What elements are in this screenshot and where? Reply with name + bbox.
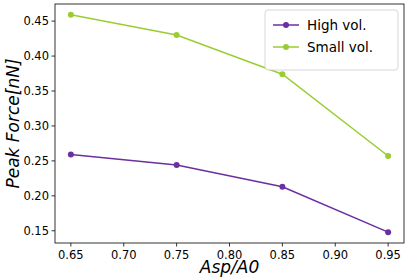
- x-tick-label: 0.90: [322, 248, 348, 262]
- y-tick-label: 0.45: [23, 14, 49, 28]
- chart: 0.650.700.750.800.850.900.950.150.200.25…: [0, 0, 407, 280]
- x-tick: [70, 243, 71, 247]
- y-tick: [52, 160, 56, 161]
- legend-label: High vol.: [307, 17, 367, 33]
- y-tick-label: 0.40: [23, 49, 49, 63]
- x-tick-label: 0.70: [111, 248, 137, 262]
- y-tick: [52, 125, 56, 126]
- legend-label: Small vol.: [307, 39, 373, 55]
- marker: [279, 71, 285, 77]
- legend-box: [265, 10, 398, 70]
- marker: [279, 184, 285, 190]
- marker: [68, 12, 74, 18]
- y-tick: [52, 56, 56, 57]
- marker: [385, 153, 391, 159]
- y-axis-label: Peak Force[nN]: [3, 58, 23, 188]
- x-tick: [176, 243, 177, 247]
- x-tick: [282, 243, 283, 247]
- x-tick: [335, 243, 336, 247]
- x-tick-label: 0.75: [164, 248, 190, 262]
- x-tick-label: 0.85: [270, 248, 296, 262]
- y-tick: [52, 21, 56, 22]
- y-tick-label: 0.25: [23, 154, 49, 168]
- legend-marker: [283, 22, 289, 28]
- y-tick: [52, 91, 56, 92]
- marker: [68, 152, 74, 158]
- x-tick: [229, 243, 230, 247]
- y-tick-label: 0.20: [23, 189, 49, 203]
- legend-marker: [283, 44, 289, 50]
- y-tick-label: 0.30: [23, 119, 49, 133]
- marker: [174, 162, 180, 168]
- y-tick: [52, 195, 56, 196]
- x-tick: [123, 243, 124, 247]
- x-tick-label: 0.95: [375, 248, 401, 262]
- y-tick: [52, 230, 56, 231]
- x-tick-label: 0.65: [58, 248, 84, 262]
- marker: [174, 32, 180, 38]
- plot-area: [68, 12, 391, 235]
- frame: [55, 4, 404, 243]
- marker: [385, 229, 391, 235]
- x-axis-label: Asp/A0: [199, 257, 259, 277]
- y-tick-label: 0.15: [23, 224, 49, 238]
- series-line: [71, 155, 388, 233]
- y-tick-label: 0.35: [23, 84, 49, 98]
- x-tick: [388, 243, 389, 247]
